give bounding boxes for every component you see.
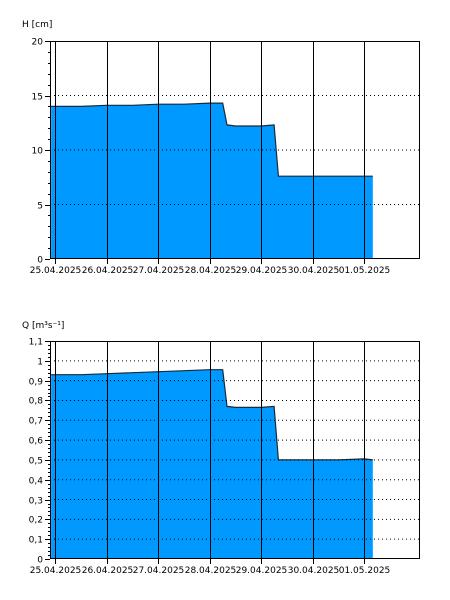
y-tick-label: 0,3: [29, 497, 43, 507]
x-tick-label: 25.04.2025: [30, 266, 82, 276]
x-tick-label: 30.04.2025: [288, 566, 340, 576]
x-tick-label: 29.04.2025: [236, 266, 288, 276]
x-tick-label: 27.04.2025: [133, 566, 185, 576]
y-tick-label: 15: [32, 93, 43, 103]
y-tick-label: 0,4: [29, 477, 44, 487]
y-tick-label: 0,5: [29, 457, 43, 467]
area-fill-series-1: [51, 369, 373, 559]
area-fill-series-1: [51, 103, 373, 259]
y-tick-label: 0,6: [29, 437, 44, 447]
y-axis-label: Q [m³s⁻¹]: [22, 321, 64, 331]
y-tick-label: 0,9: [29, 378, 44, 388]
area-outline-series-1: [51, 369, 373, 461]
plot-frame: [50, 41, 420, 259]
x-tick-label: 29.04.2025: [236, 566, 288, 576]
x-tick-label: 25.04.2025: [30, 566, 82, 576]
x-tick-label: 27.04.2025: [133, 266, 185, 276]
y-tick-label: 0,1: [29, 536, 43, 546]
y-tick-label: 1: [37, 358, 43, 368]
y-tick-label: 10: [32, 147, 44, 157]
y-tick-label: 20: [32, 38, 44, 48]
y-axis-label: H [cm]: [22, 20, 52, 30]
plot-frame: [50, 341, 420, 559]
y-tick-label: 0: [37, 556, 43, 566]
y-tick-label: 0,8: [29, 397, 44, 407]
chart-panel-2: 25.04.2025 26.04.2025 27.04.2025 28.04.2025…: [22, 321, 420, 576]
x-tick-label: 01.05.2025: [339, 566, 391, 576]
chart-panel-1: 25.04.2025 26.04.2025 27.04.2025 28.04.2025…: [22, 20, 420, 276]
x-tick-label: 28.04.2025: [185, 566, 237, 576]
x-tick-label: 26.04.2025: [82, 266, 134, 276]
y-tick-label: 0: [37, 256, 43, 266]
x-tick-label: 01.05.2025: [339, 266, 391, 276]
y-tick-label: 1,1: [29, 338, 43, 348]
y-tick-label: 5: [37, 202, 43, 212]
x-tick-label: 26.04.2025: [82, 566, 134, 576]
x-tick-label: 28.04.2025: [185, 266, 237, 276]
y-tick-label: 0,2: [29, 516, 43, 526]
x-tick-label: 30.04.2025: [288, 266, 340, 276]
area-outline-series-1: [51, 102, 373, 177]
y-tick-label: 0,7: [29, 417, 43, 427]
